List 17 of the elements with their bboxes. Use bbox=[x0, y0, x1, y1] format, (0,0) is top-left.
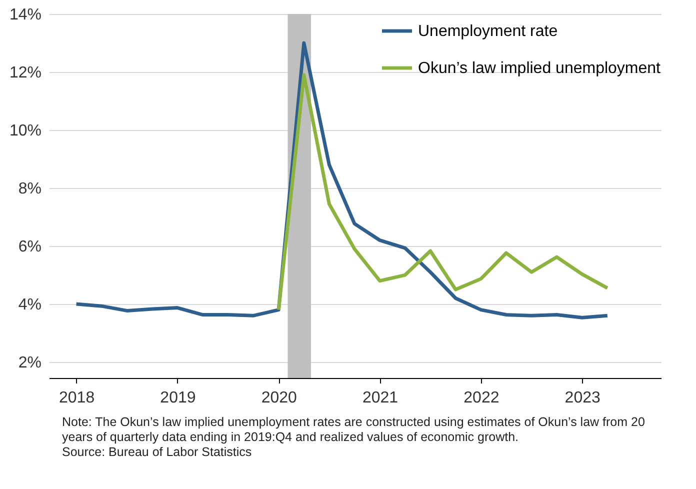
x-tick-label: 2022 bbox=[464, 390, 500, 406]
y-tick-label: 12% bbox=[9, 64, 42, 82]
legend-label: Unemployment rate bbox=[418, 23, 558, 40]
x-tick-label: 2021 bbox=[362, 390, 398, 406]
y-tick-label: 2% bbox=[18, 354, 42, 372]
y-tick-label: 10% bbox=[9, 122, 42, 140]
legend-label: Okun’s law implied unemployment bbox=[418, 60, 662, 77]
y-tick-label: 14% bbox=[9, 6, 42, 24]
y-tick-label: 4% bbox=[18, 296, 42, 314]
text: Note: The Okun’s law implied unemployment rates are constructed using estimates of Okun’s law from 20 years of quarterly data ending in 2019:Q4 and realized values of economic growth. bbox=[62, 415, 646, 445]
x-tick-label: 2020 bbox=[261, 390, 298, 406]
y-tick-label: 8% bbox=[18, 180, 42, 198]
x-tick-label: 2023 bbox=[564, 390, 600, 406]
y-tick-label: 6% bbox=[18, 238, 42, 256]
source-note: Source: Bureau of Labor Statistics bbox=[62, 445, 253, 460]
x-tick-label: 2018 bbox=[59, 390, 95, 406]
x-tick-label: 2019 bbox=[160, 390, 196, 406]
